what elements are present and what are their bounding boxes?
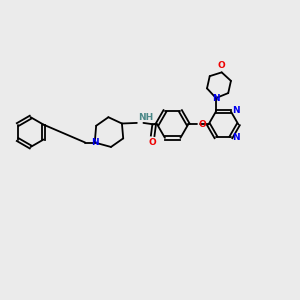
Text: N: N — [91, 138, 99, 147]
Text: O: O — [198, 120, 206, 129]
Text: N: N — [232, 106, 240, 116]
Text: N: N — [232, 134, 240, 142]
Text: N: N — [212, 94, 220, 103]
Text: O: O — [149, 138, 157, 147]
Text: O: O — [218, 61, 226, 70]
Text: NH: NH — [138, 113, 153, 122]
